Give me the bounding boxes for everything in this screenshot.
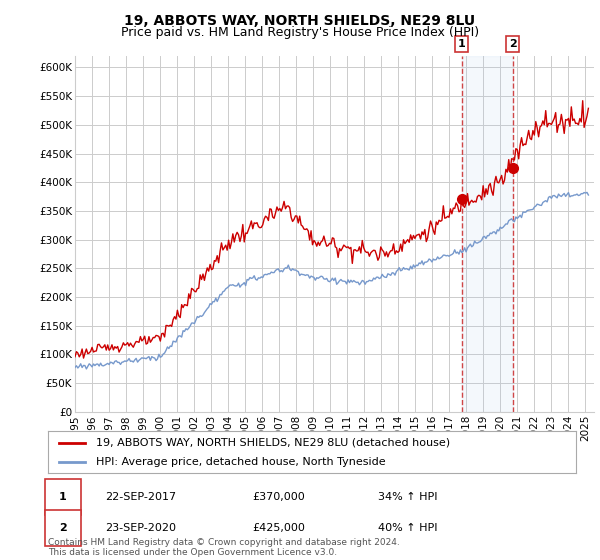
Text: £425,000: £425,000 bbox=[252, 523, 305, 533]
Text: 1: 1 bbox=[59, 492, 67, 502]
Text: 1: 1 bbox=[458, 39, 466, 49]
Text: Price paid vs. HM Land Registry's House Price Index (HPI): Price paid vs. HM Land Registry's House … bbox=[121, 26, 479, 39]
Text: Contains HM Land Registry data © Crown copyright and database right 2024.
This d: Contains HM Land Registry data © Crown c… bbox=[48, 538, 400, 557]
Text: 2: 2 bbox=[59, 523, 67, 533]
Text: 19, ABBOTS WAY, NORTH SHIELDS, NE29 8LU (detached house): 19, ABBOTS WAY, NORTH SHIELDS, NE29 8LU … bbox=[95, 437, 449, 447]
Text: 40% ↑ HPI: 40% ↑ HPI bbox=[378, 523, 437, 533]
Text: 19, ABBOTS WAY, NORTH SHIELDS, NE29 8LU: 19, ABBOTS WAY, NORTH SHIELDS, NE29 8LU bbox=[124, 14, 476, 28]
Text: 2: 2 bbox=[509, 39, 517, 49]
Text: 34% ↑ HPI: 34% ↑ HPI bbox=[378, 492, 437, 502]
Text: £370,000: £370,000 bbox=[252, 492, 305, 502]
Text: 22-SEP-2017: 22-SEP-2017 bbox=[105, 492, 176, 502]
Text: HPI: Average price, detached house, North Tyneside: HPI: Average price, detached house, Nort… bbox=[95, 457, 385, 467]
Text: 23-SEP-2020: 23-SEP-2020 bbox=[105, 523, 176, 533]
Bar bbox=[461, 56, 512, 412]
